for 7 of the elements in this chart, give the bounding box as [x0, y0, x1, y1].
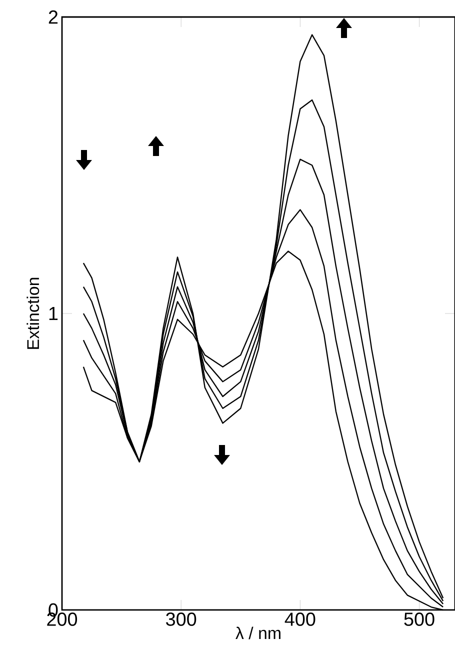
- y-axis-title: Extinction: [26, 278, 40, 349]
- x-axis-title: λ / nm: [236, 626, 280, 640]
- x-tick-label: 500: [404, 612, 434, 626]
- x-tick-label: 400: [284, 612, 316, 626]
- y-tick-label: 2: [48, 10, 58, 24]
- y-tick-label: 1: [49, 306, 58, 320]
- x-tick-label: 300: [166, 612, 196, 626]
